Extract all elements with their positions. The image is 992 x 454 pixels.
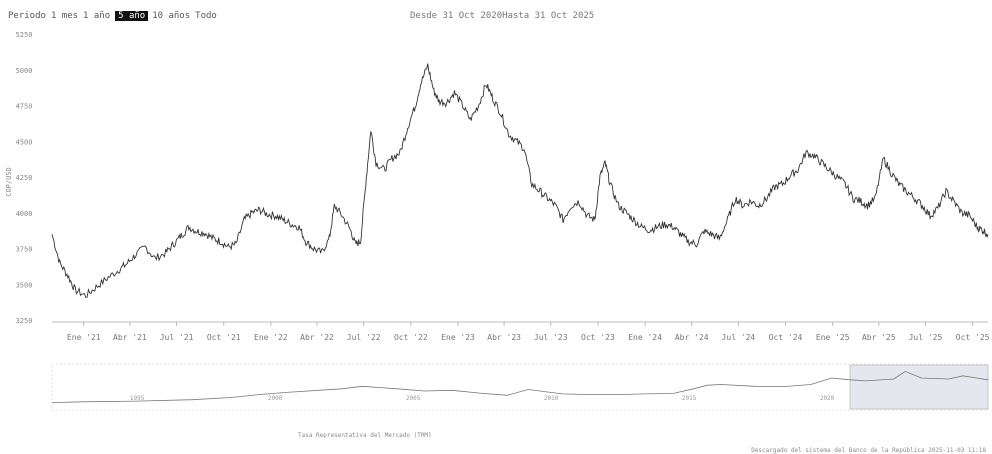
y-tick-label: 5000 bbox=[16, 67, 33, 75]
period-button-5y[interactable]: 5 año bbox=[115, 11, 149, 21]
x-tick-label: Abr '24 bbox=[675, 333, 709, 342]
download-credit: Descargado del sistema del Banco de la R… bbox=[751, 447, 986, 454]
x-tick-label: Abr '25 bbox=[862, 333, 896, 342]
navigator-series-label: Tasa Representativa del Mercado (TRM) bbox=[298, 432, 432, 439]
x-tick-label: Ene '22 bbox=[254, 333, 288, 342]
x-tick-label: Abr '23 bbox=[487, 333, 521, 342]
period-button-1y[interactable]: 1 año bbox=[83, 11, 111, 21]
trm-series-line bbox=[51, 63, 989, 298]
navigator-year-label: 2005 bbox=[406, 395, 421, 402]
y-tick-label: 3500 bbox=[16, 281, 33, 289]
y-tick-label: 4250 bbox=[16, 174, 33, 182]
x-tick-label: Jul '22 bbox=[347, 333, 381, 342]
y-tick-label: 4000 bbox=[16, 210, 33, 218]
x-tick-label: Jul '24 bbox=[722, 333, 756, 342]
navigator-year-label: 2020 bbox=[820, 395, 835, 402]
period-toolbar: Periodo 1 mes 1 año 5 año 10 años Todo bbox=[8, 11, 222, 21]
date-range-info: Desde 31 Oct 2020Hasta 31 Oct 2025 bbox=[410, 11, 595, 21]
x-tick-label: Ene '24 bbox=[628, 333, 662, 342]
x-tick-label: Ene '23 bbox=[441, 333, 475, 342]
y-tick-label: 4500 bbox=[16, 138, 33, 146]
x-tick-label: Abr '22 bbox=[300, 333, 334, 342]
x-tick-label: Oct '22 bbox=[394, 333, 428, 342]
period-button-1m[interactable]: 1 mes bbox=[50, 11, 79, 21]
navigator[interactable]: 1995 2000 2005 2010 2015 2020 bbox=[51, 363, 989, 411]
y-tick-label: 3750 bbox=[16, 246, 33, 254]
navigator-year-label: 2000 bbox=[268, 395, 283, 402]
navigator-year-label: 2015 bbox=[682, 395, 697, 402]
y-axis-title: COP/USD bbox=[5, 167, 13, 197]
navigator-selection bbox=[849, 364, 989, 410]
y-tick-label: 3250 bbox=[16, 317, 33, 325]
y-tick-label: 5250 bbox=[16, 31, 33, 39]
x-tick-label: Oct '21 bbox=[207, 333, 241, 342]
x-tick-label: Ene '21 bbox=[67, 333, 101, 342]
period-label: Periodo bbox=[8, 11, 46, 21]
period-button-10y[interactable]: 10 años bbox=[152, 11, 191, 21]
x-tick-label: Jul '21 bbox=[160, 333, 194, 342]
navigator-frame bbox=[51, 363, 989, 411]
x-tick-label: Jul '23 bbox=[534, 333, 568, 342]
period-button-all[interactable]: Todo bbox=[195, 11, 217, 21]
x-tick-label: Oct '23 bbox=[581, 333, 615, 342]
x-tick-label: Jul '25 bbox=[909, 333, 943, 342]
navigator-year-label: 2010 bbox=[544, 395, 559, 402]
x-tick-label: Ene '25 bbox=[816, 333, 850, 342]
navigator-series-line bbox=[51, 370, 989, 403]
y-tick-label: 4750 bbox=[16, 103, 33, 111]
x-tick-label: Oct '24 bbox=[769, 333, 803, 342]
navigator-year-label: 1995 bbox=[130, 395, 145, 402]
x-tick-label: Abr '21 bbox=[113, 333, 147, 342]
x-tick-label: Oct '25 bbox=[956, 333, 990, 342]
